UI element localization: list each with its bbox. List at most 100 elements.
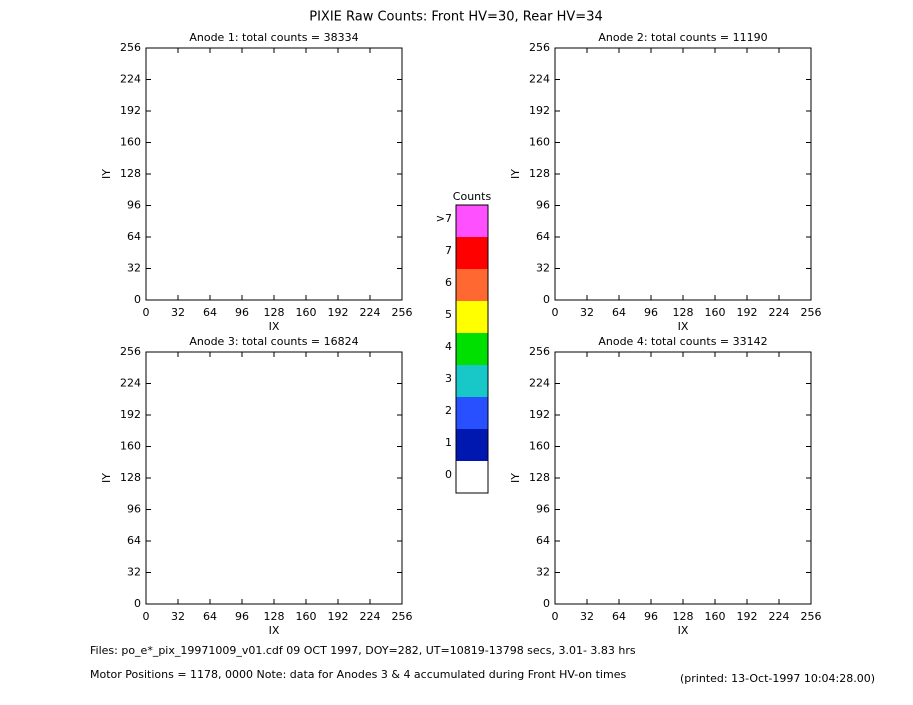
- y-tick-label: 160: [120, 440, 141, 453]
- x-tick-label: 128: [264, 306, 285, 319]
- x-tick-label: 160: [705, 306, 726, 319]
- colorbar-swatch: [456, 237, 488, 269]
- y-tick-label: 224: [120, 73, 141, 86]
- y-tick-label: 96: [536, 503, 550, 516]
- x-tick-label: 0: [143, 610, 150, 623]
- y-tick-label: 96: [536, 199, 550, 212]
- x-axis-label: IX: [269, 624, 280, 637]
- y-tick-label: 32: [536, 566, 550, 579]
- y-tick-label: 128: [120, 471, 141, 484]
- y-tick-label: 192: [120, 104, 141, 117]
- x-tick-label: 256: [392, 610, 413, 623]
- colorbar-label: 7: [445, 244, 452, 257]
- y-tick-label: 64: [536, 230, 550, 243]
- colorbar-swatch: [456, 269, 488, 301]
- y-tick-label: 224: [120, 377, 141, 390]
- x-tick-label: 192: [328, 610, 349, 623]
- colorbar-label: 1: [445, 436, 452, 449]
- y-axis-label: IY: [100, 473, 113, 483]
- colorbar-swatch: [456, 333, 488, 365]
- plot-frame: [554, 351, 812, 605]
- x-tick-label: 192: [737, 610, 758, 623]
- x-tick-label: 128: [264, 610, 285, 623]
- y-tick-label: 256: [529, 345, 550, 358]
- x-tick-label: 160: [296, 610, 317, 623]
- x-axis-label: IX: [678, 320, 689, 333]
- x-tick-label: 64: [203, 306, 217, 319]
- y-tick-label: 32: [127, 566, 141, 579]
- colorbar-swatch: [456, 301, 488, 333]
- y-axis-label: IY: [509, 473, 522, 483]
- x-tick-label: 64: [612, 306, 626, 319]
- y-tick-label: 0: [543, 597, 550, 610]
- x-tick-label: 32: [171, 610, 185, 623]
- y-tick-label: 96: [127, 503, 141, 516]
- footer-note: Motor Positions = 1178, 0000 Note: data …: [90, 668, 626, 681]
- x-tick-label: 0: [552, 610, 559, 623]
- y-tick-label: 128: [120, 167, 141, 180]
- colorbar-frame: [455, 204, 489, 494]
- y-tick-label: 160: [120, 136, 141, 149]
- y-axis-label: IY: [509, 169, 522, 179]
- plot-frame: [145, 351, 403, 605]
- y-tick-label: 256: [120, 345, 141, 358]
- x-tick-label: 0: [143, 306, 150, 319]
- x-axis-label: IX: [678, 624, 689, 637]
- x-tick-label: 256: [801, 610, 822, 623]
- y-tick-label: 192: [529, 408, 550, 421]
- x-tick-label: 32: [580, 306, 594, 319]
- y-tick-label: 96: [127, 199, 141, 212]
- colorbar-label: 2: [445, 404, 452, 417]
- colorbar-title: Counts: [453, 190, 492, 203]
- y-tick-label: 192: [529, 104, 550, 117]
- y-tick-label: 160: [529, 136, 550, 149]
- footer-files: Files: po_e*_pix_19971009_v01.cdf 09 OCT…: [90, 644, 636, 657]
- x-tick-label: 96: [235, 306, 249, 319]
- y-tick-label: 224: [529, 377, 550, 390]
- x-tick-label: 224: [360, 610, 381, 623]
- colorbar-label: 3: [445, 372, 452, 385]
- y-tick-label: 256: [120, 41, 141, 54]
- y-tick-label: 64: [127, 230, 141, 243]
- x-tick-label: 96: [235, 610, 249, 623]
- colorbar-label: 5: [445, 308, 452, 321]
- x-tick-label: 160: [296, 306, 317, 319]
- x-tick-label: 96: [644, 610, 658, 623]
- y-tick-label: 32: [536, 262, 550, 275]
- y-tick-label: 128: [529, 471, 550, 484]
- y-tick-label: 160: [529, 440, 550, 453]
- colorbar-label: 6: [445, 276, 452, 289]
- y-tick-label: 224: [529, 73, 550, 86]
- panel-title: Anode 1: total counts = 38334: [189, 31, 358, 44]
- y-tick-label: 0: [134, 597, 141, 610]
- panel-title: Anode 3: total counts = 16824: [189, 335, 358, 348]
- x-tick-label: 128: [673, 610, 694, 623]
- plot-frame: [145, 47, 403, 301]
- colorbar-label: >7: [436, 212, 452, 225]
- colorbar-swatch: [456, 461, 488, 493]
- panel-title: Anode 4: total counts = 33142: [598, 335, 767, 348]
- x-tick-label: 192: [328, 306, 349, 319]
- x-tick-label: 64: [203, 610, 217, 623]
- x-tick-label: 160: [705, 610, 726, 623]
- x-tick-label: 224: [360, 306, 381, 319]
- x-tick-label: 0: [552, 306, 559, 319]
- x-tick-label: 256: [392, 306, 413, 319]
- footer-printed: (printed: 13-Oct-1997 10:04:28.00): [680, 672, 875, 685]
- y-tick-label: 128: [529, 167, 550, 180]
- y-tick-label: 256: [529, 41, 550, 54]
- x-tick-label: 64: [612, 610, 626, 623]
- x-tick-label: 256: [801, 306, 822, 319]
- x-tick-label: 32: [580, 610, 594, 623]
- plot-frame: [554, 47, 812, 301]
- y-tick-label: 192: [120, 408, 141, 421]
- x-tick-label: 224: [769, 306, 790, 319]
- colorbar-label: 4: [445, 340, 452, 353]
- y-tick-label: 64: [536, 534, 550, 547]
- x-axis-label: IX: [269, 320, 280, 333]
- colorbar-label: 0: [445, 468, 452, 481]
- y-axis-label: IY: [100, 169, 113, 179]
- panel-title: Anode 2: total counts = 11190: [598, 31, 767, 44]
- y-tick-label: 0: [134, 293, 141, 306]
